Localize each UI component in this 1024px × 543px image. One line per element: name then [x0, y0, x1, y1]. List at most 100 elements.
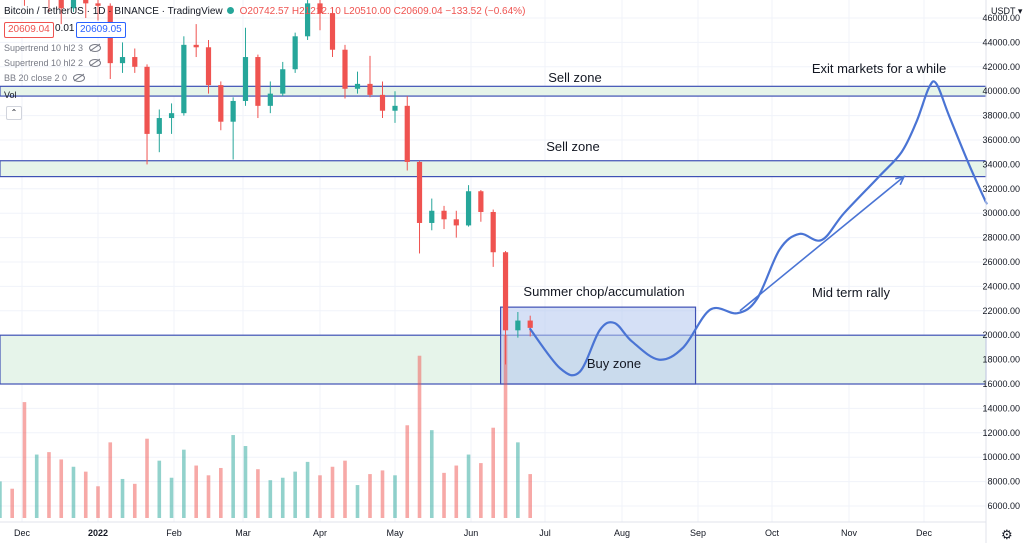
volume-bar — [429, 430, 434, 518]
candle-body — [181, 44, 187, 114]
candle-body — [193, 44, 199, 48]
candle-body — [304, 3, 311, 37]
candle-body — [379, 94, 386, 111]
candle-body — [292, 36, 298, 70]
time-tick-label: Jul — [539, 528, 551, 538]
spread-value: 0.01 — [55, 23, 75, 34]
candlesticks — [23, 0, 533, 365]
price-tick-label: 44000.00 — [982, 37, 1020, 47]
candle-body — [83, 0, 89, 4]
indicator-legend-1[interactable]: Supertrend 10 hl2 3 — [4, 43, 102, 53]
settings-gear-icon[interactable]: ⚙ — [1001, 527, 1013, 542]
price-tick-label: 18000.00 — [982, 355, 1020, 365]
price-zones — [0, 85, 987, 385]
volume-bar — [454, 465, 459, 518]
volume-legend[interactable]: Vol — [4, 90, 17, 100]
candle-body — [132, 57, 138, 67]
volume-bar — [59, 459, 64, 518]
market-status-icon — [226, 7, 234, 14]
volume-bar — [503, 335, 508, 518]
price-tick-label: 38000.00 — [982, 111, 1020, 121]
price-tick-label: 8000.00 — [987, 477, 1020, 487]
candle-body — [119, 57, 126, 64]
volume-bar — [280, 477, 285, 518]
volume-bar — [466, 454, 471, 518]
candle-body — [70, 0, 77, 9]
time-tick-label: 2022 — [88, 528, 108, 538]
volume-bar — [219, 467, 223, 518]
volume-bar — [491, 427, 495, 518]
volume-bar — [71, 466, 76, 518]
candle-body — [416, 161, 423, 223]
candle-body — [441, 210, 447, 220]
candle-body — [502, 252, 509, 331]
time-tick-label: Dec — [14, 528, 31, 538]
drawings — [529, 80, 988, 377]
volume-bar — [182, 449, 186, 518]
time-tick-label: Feb — [166, 528, 182, 538]
candle-body — [317, 3, 323, 14]
price-tick-label: 32000.00 — [982, 184, 1020, 194]
price-tick-label: 6000.00 — [987, 501, 1020, 511]
time-tick-label: Dec — [916, 528, 933, 538]
price-tick-label: 40000.00 — [982, 86, 1020, 96]
time-tick-label: May — [386, 528, 404, 538]
volume-bar — [34, 454, 39, 518]
candle-body — [280, 69, 286, 94]
indicator-label: BB 20 close 2 0 — [4, 73, 68, 83]
mid-term-rally-label: Mid term rally — [812, 285, 891, 300]
volume-bar — [305, 461, 310, 518]
candle-body — [527, 320, 533, 328]
ohlc-values: O20742.57 H21212.10 L20510.00 C20609.04 … — [239, 6, 526, 17]
indicator-legend-2[interactable]: Supertrend 10 hl2 2 — [4, 58, 102, 68]
hidden-eye-icon[interactable] — [89, 44, 102, 52]
hidden-eye-icon[interactable] — [73, 74, 86, 82]
volume-bar — [108, 442, 113, 518]
projection-path — [529, 80, 988, 377]
symbol-title[interactable]: Bitcoin / TetherUS · 1D · BINANCE · Trad… — [4, 6, 223, 17]
price-tick-label: 34000.00 — [982, 159, 1020, 169]
volume-bar — [10, 488, 14, 518]
price-tick-label: 30000.00 — [982, 208, 1020, 218]
volume-bar — [528, 474, 532, 518]
price-tick-label: 42000.00 — [982, 62, 1020, 72]
volume-bar — [0, 481, 2, 518]
sell-zone-label: Sell zone — [548, 70, 601, 85]
accumulation-label: Summer chop/accumulation — [523, 284, 684, 299]
time-tick-label: Oct — [765, 528, 780, 538]
volume-bar — [206, 475, 211, 518]
volume-bars — [0, 335, 532, 518]
candle-body — [453, 219, 459, 226]
sell-price-button[interactable]: 20609.04 — [4, 22, 54, 38]
volume-bar — [157, 460, 162, 518]
zone-rect — [0, 160, 987, 178]
price-tick-label: 24000.00 — [982, 281, 1020, 291]
volume-bar — [380, 470, 385, 518]
candle-body — [255, 57, 261, 106]
rally-arrow-line — [739, 175, 905, 312]
buy-price-button[interactable]: 20609.05 — [76, 22, 126, 38]
hidden-eye-icon[interactable] — [89, 59, 102, 67]
buy-zone-label: Buy zone — [587, 356, 641, 371]
volume-bar — [479, 463, 483, 518]
candle-body — [58, 0, 64, 9]
candle-body — [515, 320, 521, 331]
time-tick-label: Nov — [841, 528, 858, 538]
volume-bar — [405, 425, 410, 518]
volume-bar — [343, 460, 347, 518]
indicator-legend-3[interactable]: BB 20 close 2 0 — [4, 73, 86, 83]
collapse-legend-button[interactable]: ⌃ — [6, 106, 22, 120]
price-tick-label: 12000.00 — [982, 428, 1020, 438]
volume-bar — [243, 446, 248, 518]
chart-header: Bitcoin / TetherUS · 1D · BINANCE · Trad… — [4, 6, 525, 17]
volume-bar — [132, 483, 137, 518]
candle-body — [168, 113, 175, 119]
sell-zone-label: Sell zone — [546, 139, 599, 154]
candle-body — [354, 83, 361, 89]
candle-body — [95, 3, 101, 6]
currency-selector[interactable]: USDT ▾ — [991, 6, 1023, 16]
annotation-labels: Sell zone Sell zone Summer chop/accumulati… — [523, 61, 946, 371]
volume-bar — [96, 486, 100, 518]
price-tick-label: 20000.00 — [982, 330, 1020, 340]
